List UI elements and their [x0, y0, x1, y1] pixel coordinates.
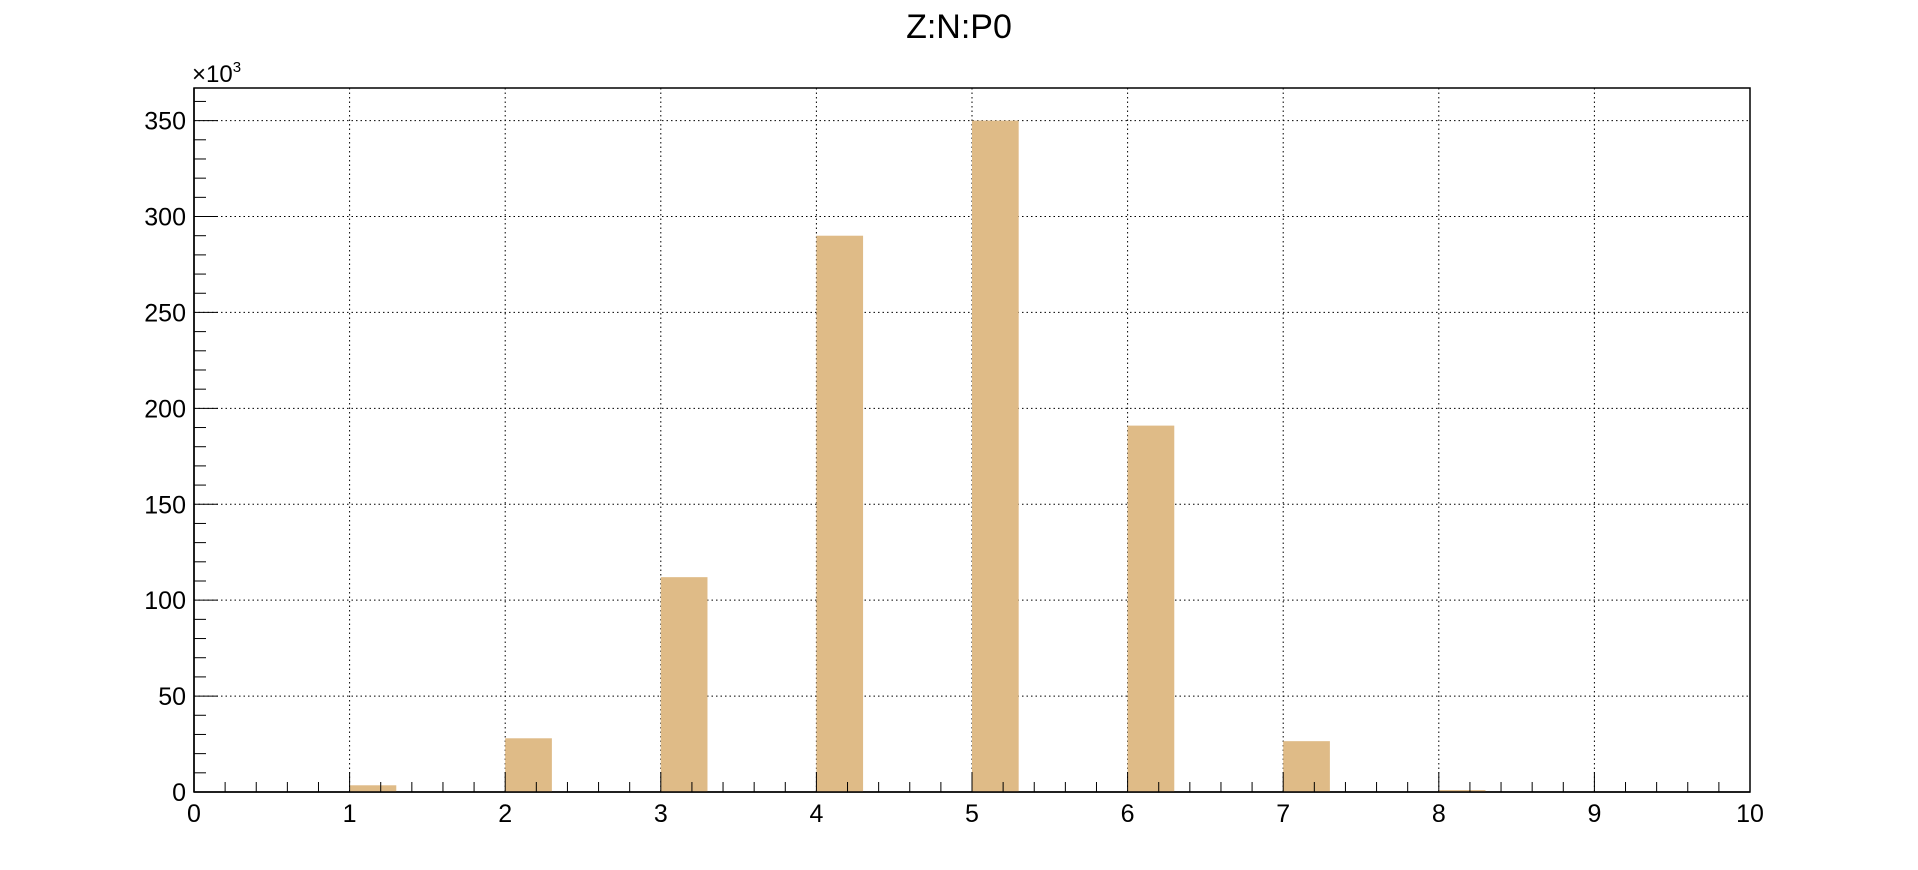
bar: [972, 120, 1019, 792]
y-tick-label: 50: [158, 683, 186, 711]
bar: [1283, 741, 1330, 792]
chart-title: Z:N:P0: [906, 8, 1012, 46]
x-tick-label: 8: [1432, 800, 1446, 828]
x-tick-label: 6: [1121, 800, 1135, 828]
bar: [816, 235, 864, 793]
x-tick-label: 9: [1587, 800, 1601, 828]
bar: [660, 577, 708, 792]
y-tick-label: 0: [172, 779, 186, 807]
grid-lines: [194, 88, 1750, 792]
y-tick-label: 300: [144, 204, 186, 232]
x-tick-label: 5: [965, 800, 979, 828]
y-exponent-label: ×103: [192, 59, 241, 88]
bar: [505, 738, 552, 792]
y-tick-label: 150: [144, 491, 186, 519]
x-tick-label: 0: [187, 800, 201, 828]
axes: [193, 88, 1751, 793]
y-tick-label: 250: [144, 299, 186, 327]
bars: [349, 120, 1486, 793]
x-tick-label: 3: [654, 800, 668, 828]
x-tick-label: 4: [809, 800, 823, 828]
y-tick-label: 100: [144, 587, 186, 615]
x-tick-label: 1: [343, 800, 357, 828]
x-tick-label: 10: [1736, 800, 1764, 828]
bar: [1127, 425, 1175, 792]
x-tick-label: 2: [498, 800, 512, 828]
x-tick-label: 7: [1276, 800, 1290, 828]
bar: [1438, 790, 1486, 792]
bar: [349, 785, 397, 792]
y-tick-label: 200: [144, 395, 186, 423]
y-tick-label: 350: [144, 108, 186, 136]
